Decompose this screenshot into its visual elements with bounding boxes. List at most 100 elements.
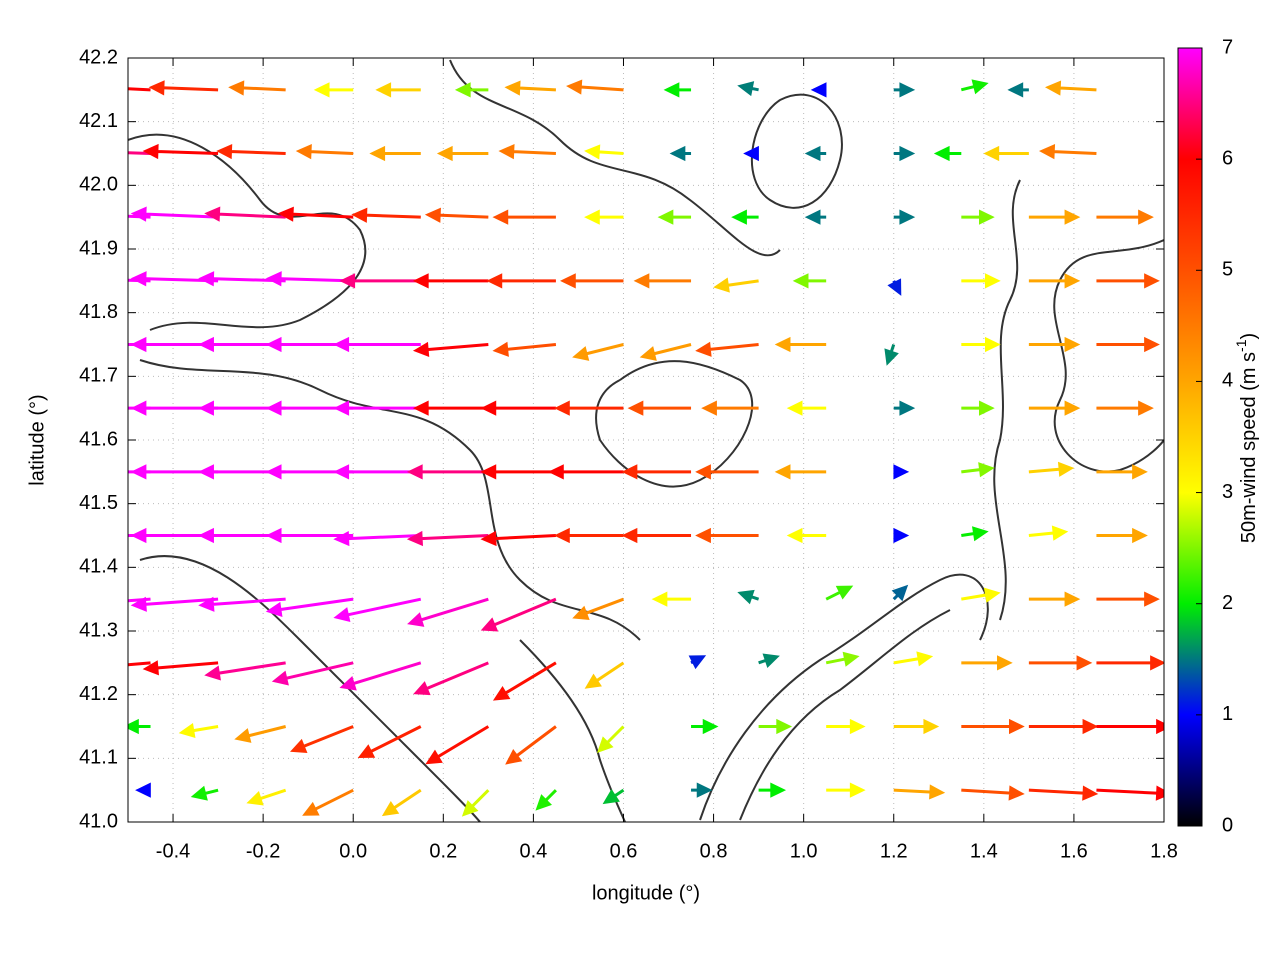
terrain-contour	[139, 555, 481, 822]
wind-vector	[572, 597, 625, 620]
wind-vector	[774, 464, 827, 480]
terrain-contour	[449, 59, 781, 257]
wind-vector	[1096, 336, 1160, 353]
wind-vector	[731, 209, 759, 225]
wind-vector	[142, 143, 219, 160]
wind-vector	[884, 344, 899, 366]
wind-vector	[826, 718, 866, 735]
wind-vector	[584, 144, 624, 160]
wind-vector	[1028, 336, 1081, 353]
wind-vector	[572, 343, 624, 361]
wind-vector	[961, 718, 1025, 735]
wind-vector	[535, 789, 557, 811]
wind-vector	[333, 336, 421, 353]
wind-vector	[271, 661, 354, 686]
y-tick-label: 41.6	[79, 428, 118, 450]
wind-vector	[548, 464, 624, 480]
colorbar-tick-label: 6	[1222, 147, 1233, 169]
wind-vector	[1096, 209, 1154, 225]
colorbar-label-text: 50m-wind speed (m s	[1238, 352, 1260, 543]
wind-vector	[295, 144, 354, 160]
wind-vector	[804, 145, 827, 162]
grid	[128, 57, 1165, 823]
wind-vector	[758, 653, 780, 668]
y-tick-label: 41.4	[79, 556, 118, 578]
wind-vector	[810, 82, 827, 98]
wind-vector	[492, 209, 556, 225]
wind-vector	[691, 718, 719, 735]
colorbar-label-end: )	[1238, 333, 1260, 340]
x-tick-label: 0.8	[700, 840, 728, 862]
wind-vector	[1096, 273, 1160, 289]
wind-vector	[887, 278, 902, 296]
contours	[128, 59, 1164, 822]
wind-vector	[695, 464, 759, 480]
terrain-contour	[595, 360, 754, 488]
wind-vector	[1028, 273, 1081, 289]
y-axis-label: latitude (°)	[26, 394, 48, 485]
colorbar-tick-label: 5	[1222, 259, 1233, 281]
wind-vector	[621, 464, 692, 480]
wind-vector	[804, 209, 827, 225]
wind-vector	[758, 782, 787, 798]
wind-vector	[961, 655, 1013, 671]
wind-vector	[627, 400, 692, 416]
y-tick-label: 41.3	[79, 619, 118, 641]
wind-vector	[407, 597, 489, 627]
wind-vector	[234, 725, 287, 743]
wind-vector	[737, 589, 760, 605]
terrain-contour	[519, 639, 626, 822]
wind-vector	[639, 343, 692, 361]
wind-vector	[1096, 785, 1164, 801]
wind-vector	[960, 79, 989, 95]
wind-vector	[1028, 785, 1099, 801]
wind-vector	[961, 785, 1025, 801]
colorbar-tick-label: 1	[1222, 703, 1233, 725]
wind-vector	[560, 273, 624, 289]
wind-vector	[554, 400, 624, 416]
wind-vector	[1096, 591, 1160, 607]
wind-vector	[128, 718, 151, 735]
wind-vector	[893, 400, 916, 416]
wind-vector	[406, 464, 489, 480]
wind-vector	[412, 273, 489, 289]
x-tick-label: -0.4	[156, 840, 190, 862]
wind-vector	[961, 526, 989, 542]
wind-vector	[961, 273, 1001, 289]
wind-vector	[893, 82, 916, 98]
wind-vector	[657, 209, 692, 225]
wind-vector	[425, 725, 490, 765]
wind-vector	[148, 80, 219, 96]
wind-vector	[375, 82, 421, 98]
wind-vector	[128, 661, 151, 667]
wind-vector	[480, 464, 556, 480]
wind-vector	[424, 207, 489, 223]
wind-vector	[825, 585, 854, 601]
wind-vector	[695, 341, 759, 357]
wind-vector	[893, 527, 910, 544]
wind-vector	[669, 145, 692, 162]
wind-vector	[265, 527, 354, 544]
wind-vector	[893, 784, 946, 800]
wind-vector	[893, 651, 934, 667]
wind-vector	[204, 206, 286, 222]
x-tick-label: -0.2	[246, 840, 280, 862]
wind-vector	[961, 209, 995, 225]
y-tick-label: 42.0	[79, 174, 118, 196]
wind-vector	[663, 82, 692, 98]
wind-vector	[504, 80, 556, 96]
y-tick-label: 41.1	[79, 747, 118, 769]
y-tick-label: 41.8	[79, 301, 118, 323]
wind-vector	[406, 530, 489, 547]
wind-vector	[758, 718, 793, 735]
wind-vector	[893, 145, 916, 162]
wind-vector	[1028, 461, 1075, 477]
x-axis-label: longitude (°)	[592, 882, 700, 904]
x-tick-label: 1.8	[1150, 840, 1178, 862]
wind-vector	[933, 145, 962, 162]
wind-vector	[786, 527, 827, 544]
x-tick-label: 1.0	[790, 840, 818, 862]
colorbar-label: 50m-wind speed (m s-1)	[1233, 333, 1261, 543]
wind-vector	[333, 464, 421, 480]
